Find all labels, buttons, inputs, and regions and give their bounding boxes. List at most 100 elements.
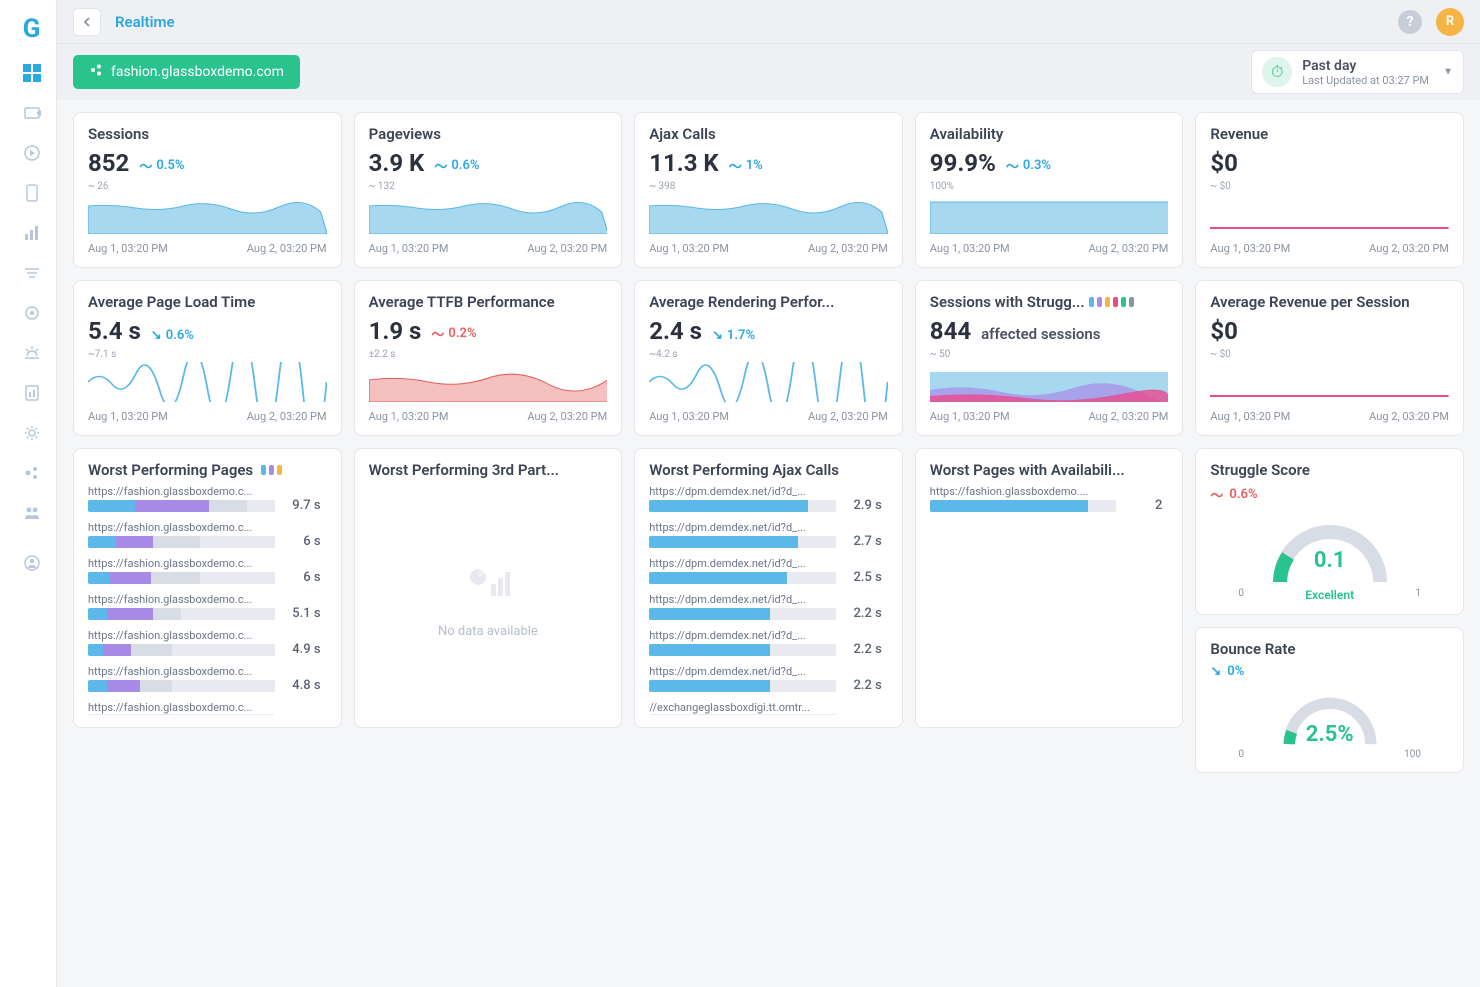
metric-value: 11.3 K	[649, 149, 719, 177]
back-button[interactable]	[73, 8, 101, 36]
list-item[interactable]: https://fashion.glassboxdemo.c... 4.8 s	[88, 665, 321, 693]
report-icon[interactable]	[21, 382, 43, 404]
page-title: Realtime	[115, 13, 175, 31]
metric-card[interactable]: Pageviews 3.9 K ～ 0.6% ~ 132 Aug 1, 03:20 …	[354, 112, 623, 268]
nodata-label: No data available	[438, 624, 538, 639]
bounce-rate-card: Bounce Rate ↘0% 2.5% 0100	[1195, 627, 1464, 773]
subbar: fashion.glassboxdemo.com ⏱ Past day Last…	[57, 44, 1480, 100]
card-title: Pageviews	[369, 125, 608, 143]
date-start: Aug 1, 03:20 PM	[369, 242, 449, 255]
trend-icon: ～	[139, 156, 152, 175]
card-title: Bounce Rate	[1210, 640, 1449, 658]
share-icon	[89, 63, 103, 81]
gear-icon[interactable]	[21, 422, 43, 444]
item-value: 2.2 s	[844, 642, 882, 657]
list-item[interactable]: https://fashion.glassboxdemo.c... 4.9 s	[88, 629, 321, 657]
avatar[interactable]: R	[1436, 8, 1464, 36]
card-title: Worst Performing 3rd Part...	[369, 461, 608, 479]
list-item[interactable]: //exchangeglassboxdigi.tt.omtr...	[649, 701, 882, 715]
trend-icon: ～	[1006, 156, 1019, 175]
spark-label: ~ 132	[369, 181, 608, 192]
users-icon[interactable]	[21, 502, 43, 524]
list-item[interactable]: https://dpm.demdex.net/id?d_... 2.5 s	[649, 557, 882, 585]
item-value: 2.9 s	[844, 498, 882, 513]
sessions-icon[interactable]	[21, 102, 43, 124]
sparkline	[369, 194, 608, 234]
list-item[interactable]: https://fashion.glassboxdemo.c...	[88, 701, 321, 715]
metric-card[interactable]: Revenue $0 ~ $0 Aug 1, 03:20 PMAug 2, 03…	[1195, 112, 1464, 268]
trend-pct: 1.7%	[727, 328, 755, 343]
item-bar	[88, 644, 275, 656]
list-item[interactable]: https://dpm.demdex.net/id?d_... 2.2 s	[649, 629, 882, 657]
item-url: https://dpm.demdex.net/id?d_...	[649, 485, 882, 498]
trend-up-icon: ～	[1210, 485, 1223, 504]
trend-icon: ～	[434, 156, 447, 175]
time-range-picker[interactable]: ⏱ Past day Last Updated at 03:27 PM ▼	[1251, 50, 1464, 94]
metric-card[interactable]: Sessions with Strugg... 844 affected ses…	[915, 280, 1184, 436]
trend-pct: 0.6%	[451, 158, 479, 173]
list-item[interactable]: https://dpm.demdex.net/id?d_... 2.7 s	[649, 521, 882, 549]
worst-pages-card: Worst Performing Pages https://fashion.g…	[73, 448, 342, 728]
list-item[interactable]: https://fashion.glassboxdemo.c... 6 s	[88, 521, 321, 549]
list-item[interactable]: https://fashion.glassboxdemo.c... 9.7 s	[88, 485, 321, 513]
sparkline	[369, 362, 608, 402]
date-end: Aug 2, 03:20 PM	[1089, 410, 1169, 423]
metric-value: 99.9%	[930, 149, 996, 177]
list-item[interactable]: https://fashion.glassboxdemo.... 2	[930, 485, 1163, 513]
item-bar	[88, 680, 275, 692]
worst-3rd-card: Worst Performing 3rd Part... No data ava…	[354, 448, 623, 728]
nodes-icon[interactable]	[21, 462, 43, 484]
card-title: Sessions with Strugg...	[930, 293, 1169, 311]
trend-icon: ～	[431, 324, 444, 343]
chart-icon[interactable]	[21, 222, 43, 244]
help-icon[interactable]: ?	[1398, 10, 1422, 34]
date-start: Aug 1, 03:20 PM	[930, 410, 1010, 423]
item-url: https://fashion.glassboxdemo.c...	[88, 593, 321, 606]
item-value: 2.5 s	[844, 570, 882, 585]
play-icon[interactable]	[21, 142, 43, 164]
sparkline	[1210, 194, 1449, 234]
spark-label: ~ 398	[649, 181, 888, 192]
list-item[interactable]: https://fashion.glassboxdemo.c... 5.1 s	[88, 593, 321, 621]
metric-value: 2.4 s	[649, 317, 702, 345]
list-item[interactable]: https://fashion.glassboxdemo.c... 6 s	[88, 557, 321, 585]
item-bar	[930, 500, 1117, 512]
trend-pct: 0.2%	[448, 326, 476, 341]
metric-card[interactable]: Average Rendering Perfor... 2.4 s↘1.7% ~…	[634, 280, 903, 436]
item-url: https://dpm.demdex.net/id?d_...	[649, 665, 882, 678]
list-item[interactable]: https://dpm.demdex.net/id?d_... 2.9 s	[649, 485, 882, 513]
metric-card[interactable]: Ajax Calls 11.3 K～1% ~ 398 Aug 1, 03:20 …	[634, 112, 903, 268]
metric-card[interactable]: Average Page Load Time 5.4 s↘0.6% ~7.1 s…	[73, 280, 342, 436]
card-title: Average Rendering Perfor...	[649, 293, 888, 311]
time-sub: Last Updated at 03:27 PM	[1302, 74, 1429, 87]
card-title: Struggle Score	[1210, 461, 1449, 479]
metric-card[interactable]: Average Revenue per Session $0 ~ $0 Aug …	[1195, 280, 1464, 436]
list-item[interactable]: https://dpm.demdex.net/id?d_... 2.2 s	[649, 665, 882, 693]
item-url: https://fashion.glassboxdemo....	[930, 485, 1163, 498]
sparkline	[88, 194, 327, 234]
item-url: https://dpm.demdex.net/id?d_...	[649, 593, 882, 606]
card-title: Ajax Calls	[649, 125, 888, 143]
target-icon[interactable]	[21, 302, 43, 324]
sunrise-icon[interactable]	[21, 342, 43, 364]
item-value: 9.7 s	[283, 498, 321, 513]
list-item[interactable]: https://dpm.demdex.net/id?d_... 2.2 s	[649, 593, 882, 621]
item-bar	[649, 714, 836, 715]
domain-chip[interactable]: fashion.glassboxdemo.com	[73, 55, 300, 89]
card-title: Availability	[930, 125, 1169, 143]
item-url: https://fashion.glassboxdemo.c...	[88, 557, 321, 570]
metric-card[interactable]: Availability 99.9%～0.3% 100% Aug 1, 03:2…	[915, 112, 1184, 268]
metric-card[interactable]: Average TTFB Performance 1.9 s～0.2% ±2.2…	[354, 280, 623, 436]
item-url: https://dpm.demdex.net/id?d_...	[649, 557, 882, 570]
filter-icon[interactable]	[21, 262, 43, 284]
card-title: Average TTFB Performance	[369, 293, 608, 311]
metric-card[interactable]: Sessions 852～0.5% ~ 26 Aug 1, 03:20 PMAu…	[73, 112, 342, 268]
logo: G	[23, 14, 41, 44]
mobile-icon[interactable]	[21, 182, 43, 204]
dashboard-icon[interactable]	[21, 62, 43, 84]
metric-value: 1.9 s	[369, 317, 422, 345]
profile-icon[interactable]	[21, 552, 43, 574]
metric-value: 3.9 K	[369, 149, 425, 177]
card-title: Worst Performing Pages	[88, 461, 327, 479]
gauge-value: 0.1	[1314, 548, 1346, 573]
